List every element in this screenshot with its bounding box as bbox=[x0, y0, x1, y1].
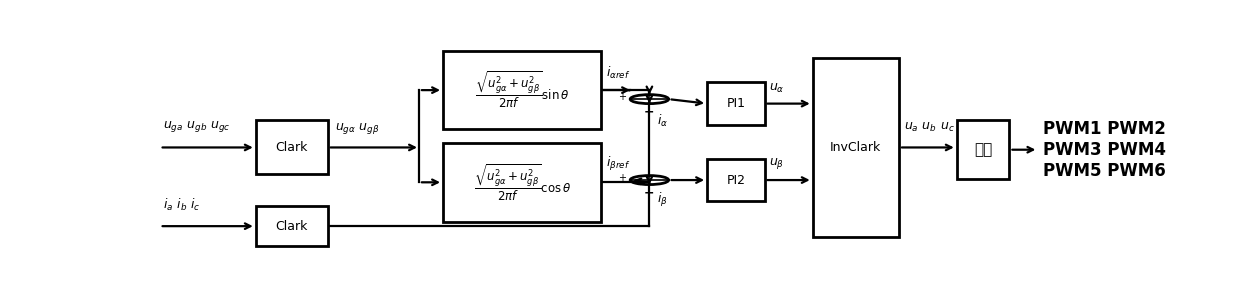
Text: $\dfrac{\sqrt{u_{g\alpha}^2+u_{g\beta}^2}}{2\pi f}\cos\theta$: $\dfrac{\sqrt{u_{g\alpha}^2+u_{g\beta}^2… bbox=[473, 162, 571, 203]
Text: $i_{\alpha}$: $i_{\alpha}$ bbox=[657, 113, 668, 129]
Text: −: − bbox=[644, 187, 654, 200]
Text: $i_a$ $i_b$ $i_c$: $i_a$ $i_b$ $i_c$ bbox=[162, 197, 199, 213]
Bar bbox=[813, 58, 900, 237]
Text: $u_{\alpha}$: $u_{\alpha}$ bbox=[769, 81, 786, 95]
Text: $u_{g\alpha}$ $u_{g\beta}$: $u_{g\alpha}$ $u_{g\beta}$ bbox=[336, 121, 380, 136]
Text: $u_{\beta}$: $u_{\beta}$ bbox=[769, 156, 784, 171]
Text: $i_{\beta}$: $i_{\beta}$ bbox=[657, 191, 668, 209]
Bar bbox=[707, 159, 764, 201]
Text: $i_{\beta ref}$: $i_{\beta ref}$ bbox=[606, 155, 631, 173]
Text: $i_{\alpha ref}$: $i_{\alpha ref}$ bbox=[606, 65, 631, 81]
Text: PI1: PI1 bbox=[726, 97, 746, 110]
Text: Clark: Clark bbox=[275, 141, 309, 154]
Text: $u_{ga}$ $u_{gb}$ $u_{gc}$: $u_{ga}$ $u_{gb}$ $u_{gc}$ bbox=[162, 119, 230, 134]
Text: $\dfrac{\sqrt{u_{g\alpha}^2+u_{g\beta}^2}}{2\pi f}\sin\theta$: $\dfrac{\sqrt{u_{g\alpha}^2+u_{g\beta}^2… bbox=[475, 70, 570, 110]
Bar bbox=[444, 51, 601, 129]
Bar bbox=[255, 206, 327, 246]
Bar bbox=[444, 143, 601, 222]
Bar bbox=[707, 82, 764, 125]
Bar bbox=[255, 121, 327, 174]
Text: InvClark: InvClark bbox=[830, 141, 881, 154]
Text: PWM1 PWM2
PWM3 PWM4
PWM5 PWM6: PWM1 PWM2 PWM3 PWM4 PWM5 PWM6 bbox=[1043, 120, 1166, 180]
Text: 调制: 调制 bbox=[974, 142, 992, 157]
Text: PI2: PI2 bbox=[726, 173, 746, 187]
Text: +: + bbox=[618, 92, 627, 102]
Text: Clark: Clark bbox=[275, 220, 309, 233]
Text: +: + bbox=[618, 173, 627, 183]
Text: −: − bbox=[644, 106, 654, 119]
Text: $u_a$ $u_b$ $u_c$: $u_a$ $u_b$ $u_c$ bbox=[904, 121, 954, 134]
Bar bbox=[957, 121, 1010, 179]
